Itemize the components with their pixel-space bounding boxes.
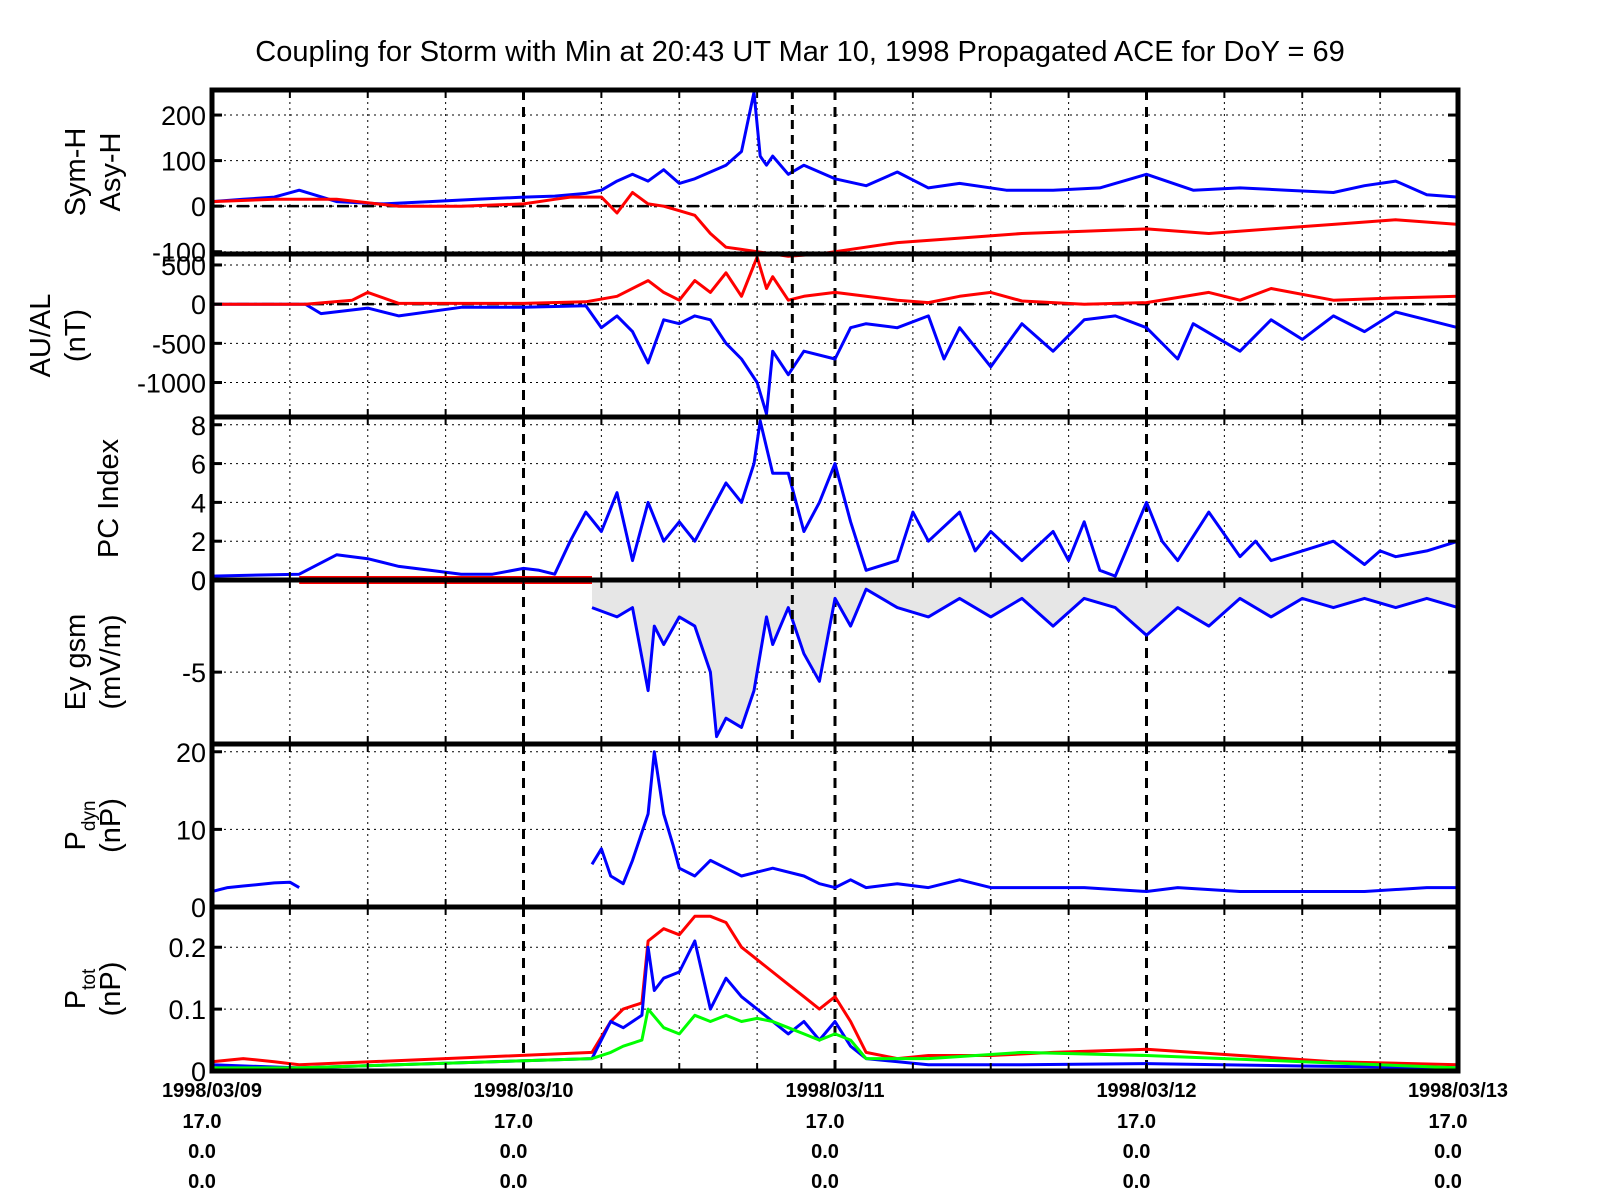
y-tick-label: 0.1 bbox=[168, 995, 206, 1025]
y-tick-label: 0 bbox=[191, 893, 206, 923]
x-tick-row: 17.0 bbox=[183, 1111, 222, 1133]
series-line-p-dyn-1 bbox=[590, 750, 1458, 893]
y-tick-label: 0 bbox=[191, 566, 206, 596]
y-tick-label: 4 bbox=[191, 488, 206, 518]
panel-au-al: 500 0 -500 -1000 AU/AL (nT) bbox=[25, 251, 1461, 420]
y-axis-units: (mV/m) bbox=[95, 614, 127, 709]
y-axis-units: (nP) bbox=[95, 962, 127, 1017]
x-tick-row: 0.0 bbox=[1434, 1141, 1462, 1163]
x-tick-row: 17.0 bbox=[494, 1111, 533, 1133]
y-tick-label: 6 bbox=[191, 450, 206, 480]
y-axis-units: (nT) bbox=[60, 309, 92, 362]
x-tick-row: 0.0 bbox=[500, 1171, 528, 1193]
y-tick-label: -1000 bbox=[137, 369, 206, 399]
x-tick-row: 0.0 bbox=[188, 1141, 216, 1163]
x-tick-row: 0.0 bbox=[1434, 1171, 1462, 1193]
panel-p-dyn: 20 10 0 Pdyn(nP) bbox=[60, 738, 1461, 923]
series-line-au-al-1 bbox=[212, 255, 1459, 306]
series-line-p-tot-1 bbox=[211, 939, 1459, 1070]
y-tick-label: 200 bbox=[161, 101, 206, 131]
x-tick-row: 0.0 bbox=[1123, 1171, 1151, 1193]
y-axis-label: Ey gsm bbox=[60, 614, 92, 711]
y-tick-label: 500 bbox=[161, 251, 206, 281]
y-tick-label: 8 bbox=[191, 411, 206, 441]
y-tick-label: 0 bbox=[191, 566, 206, 596]
x-tick-row: 0.0 bbox=[811, 1141, 839, 1163]
panel-symh-asyh: 200 100 0 -100 Sym-H Asy-H bbox=[60, 87, 1461, 268]
series-line-au-al-0 bbox=[212, 302, 1459, 416]
x-tick-date: 1998/03/10 bbox=[473, 1080, 573, 1102]
x-tick-date: 1998/03/12 bbox=[1096, 1080, 1196, 1102]
series-line-ey-gsm-1 bbox=[591, 587, 1459, 739]
x-tick-date: 1998/03/11 bbox=[786, 1080, 885, 1102]
y-axis-label: AU/AL bbox=[25, 294, 57, 378]
y-tick-label: -100 bbox=[152, 238, 206, 268]
chart-title: Coupling for Storm with Min at 20:43 UT … bbox=[255, 36, 1344, 68]
y-tick-label: 2 bbox=[191, 527, 206, 557]
x-tick-date: 1998/03/13 bbox=[1408, 1080, 1508, 1102]
ey-fill-area bbox=[592, 580, 1458, 737]
x-tick-row: 0.0 bbox=[811, 1171, 839, 1193]
y-tick-label: 10 bbox=[176, 815, 206, 845]
y-axis-units: (nP) bbox=[95, 798, 127, 853]
x-tick-row: 0.0 bbox=[1123, 1141, 1151, 1163]
x-tick-row: 17.0 bbox=[1117, 1111, 1156, 1133]
panel-pc-index: 8 6 4 2 0 PC Index bbox=[93, 411, 1461, 596]
panel-p-tot: 0.2 0.1 0 Ptot(nP) bbox=[60, 904, 1461, 1087]
x-tick-date: 1998/03/09 bbox=[162, 1080, 262, 1102]
y-axis-units: Asy-H bbox=[95, 133, 127, 212]
x-tick-row: 0.0 bbox=[500, 1141, 528, 1163]
x-tick-row: 17.0 bbox=[1429, 1111, 1468, 1133]
y-tick-label: 0 bbox=[191, 192, 206, 222]
x-tick-row: 0.0 bbox=[188, 1171, 216, 1193]
y-tick-label: 0.2 bbox=[168, 933, 206, 963]
series-line-symh-asyh-0 bbox=[211, 90, 1459, 206]
y-tick-label: 20 bbox=[176, 738, 206, 768]
x-axis-labels: 1998/03/09 17.0 0.0 0.0 1998/03/10 17.0 0.0 0.0… bbox=[162, 1080, 1508, 1193]
y-axis-label: Sym-H bbox=[60, 128, 92, 217]
y-tick-label: 0 bbox=[191, 290, 206, 320]
series-line-symh-asyh-1 bbox=[211, 191, 1459, 258]
panel-ey-gsm: 0 -5 Ey gsm (mV/m) bbox=[60, 566, 1461, 747]
y-tick-label: -5 bbox=[182, 658, 206, 688]
series-line-p-tot-0 bbox=[211, 914, 1459, 1067]
y-axis-label: PC Index bbox=[93, 438, 125, 558]
y-tick-label: 0 bbox=[191, 1057, 206, 1087]
series-line-p-tot-2 bbox=[212, 1007, 1459, 1070]
y-axis-label: Pdyn bbox=[60, 801, 100, 851]
y-axis-label: Ptot bbox=[60, 968, 100, 1009]
y-tick-label: 100 bbox=[161, 147, 206, 177]
series-line-pc-index-0 bbox=[211, 419, 1459, 578]
series-line-p-dyn-0 bbox=[211, 880, 300, 893]
y-tick-label: -500 bbox=[152, 329, 206, 359]
x-tick-row: 17.0 bbox=[806, 1111, 845, 1133]
